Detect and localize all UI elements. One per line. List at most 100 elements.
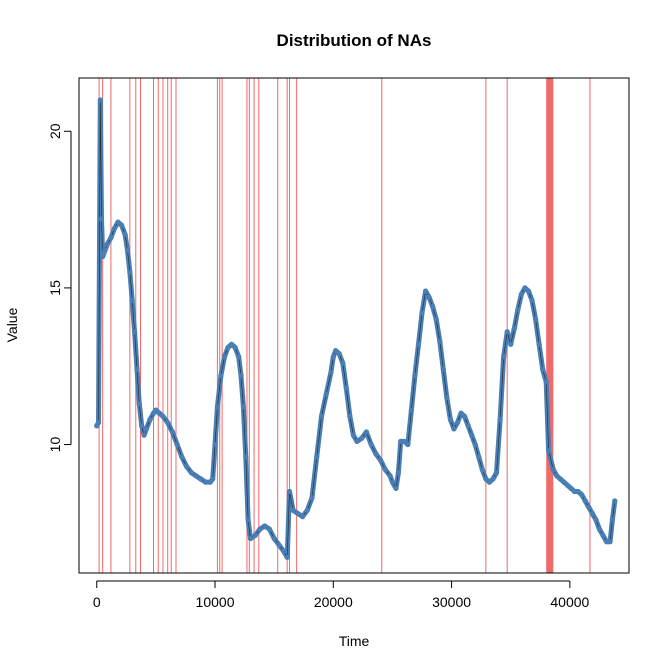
data-point (593, 517, 599, 523)
y-axis: 10 15 20 (47, 123, 72, 453)
x-tick-label: 20000 (314, 594, 353, 610)
data-point (127, 269, 133, 275)
data-point (236, 354, 242, 360)
data-point (347, 413, 353, 419)
data-point (589, 510, 595, 517)
data-point (561, 479, 567, 485)
data-point (440, 366, 446, 372)
data-point (536, 341, 542, 347)
data-point (600, 532, 606, 539)
data-point (129, 297, 135, 304)
data-point (286, 488, 293, 495)
data-point (579, 492, 585, 498)
data-point (98, 216, 105, 222)
data-point (314, 454, 320, 460)
data-point (281, 548, 287, 554)
data-point (336, 351, 342, 357)
x-tick-label: 10000 (196, 594, 235, 610)
data-point (108, 235, 114, 241)
y-axis-label: Value (4, 307, 20, 342)
data-point (609, 517, 616, 523)
data-point (454, 420, 461, 426)
data-point (252, 532, 258, 539)
data-point (212, 441, 218, 448)
data-point (529, 297, 535, 304)
data-point (238, 373, 244, 379)
data-point (243, 454, 249, 460)
data-point (218, 373, 224, 379)
data-point (221, 354, 228, 360)
data-point (479, 467, 485, 473)
chart-title: Distribution of NAs (277, 31, 432, 50)
data-point (575, 488, 581, 495)
data-point (554, 473, 560, 479)
data-point (393, 485, 399, 492)
x-tick-label: 40000 (550, 594, 589, 610)
data-point (389, 479, 396, 485)
data-point (419, 310, 425, 316)
data-point (156, 410, 163, 416)
data-point (188, 470, 194, 476)
data-point (515, 307, 521, 313)
data-point (165, 420, 171, 426)
data-point (532, 316, 539, 322)
data-point (136, 401, 142, 407)
data-point (309, 495, 315, 501)
data-point (202, 479, 209, 485)
x-tick-label: 30000 (432, 594, 471, 610)
data-point (518, 291, 524, 297)
data-point (350, 432, 357, 438)
y-tick-label: 10 (47, 437, 63, 453)
data-point (240, 404, 247, 410)
data-point (430, 304, 436, 310)
data-point (412, 373, 418, 379)
data-point (147, 416, 153, 423)
data-point (160, 413, 166, 419)
data-point (472, 441, 478, 448)
data-point (134, 366, 140, 372)
data-point (568, 485, 574, 492)
data-point (104, 241, 110, 247)
y-tick-label: 20 (47, 123, 63, 139)
data-point (401, 438, 407, 445)
data-point (354, 438, 360, 445)
x-axis-label: Time (339, 633, 370, 649)
data-point (143, 426, 150, 432)
data-point (169, 429, 176, 435)
data-point (198, 476, 204, 482)
data-point (447, 416, 453, 423)
data-point (504, 329, 510, 335)
x-axis: 0 10000 20000 30000 40000 (93, 580, 590, 610)
data-point (493, 470, 500, 476)
data-point (382, 467, 388, 473)
data-point (437, 338, 443, 344)
data-point (271, 535, 277, 542)
data-point (543, 379, 549, 385)
data-point (387, 473, 393, 479)
data-point (295, 510, 301, 517)
data-point (262, 523, 268, 529)
data-point (564, 482, 571, 488)
data-point (225, 344, 231, 351)
data-point (408, 407, 414, 413)
data-point (451, 426, 457, 432)
data-point (193, 473, 199, 479)
y-tick-label: 15 (47, 280, 63, 296)
data-point (118, 222, 125, 228)
data-point (426, 294, 432, 300)
data-point (469, 432, 475, 438)
data-point (153, 407, 159, 413)
data-point (586, 504, 592, 510)
data-point (405, 441, 411, 448)
data-point (363, 429, 370, 435)
data-point (461, 413, 468, 419)
data-point (550, 467, 556, 473)
data-point (511, 326, 517, 332)
data-point (328, 369, 334, 376)
data-point (266, 526, 273, 532)
data-point (596, 526, 603, 532)
data-point (290, 507, 296, 513)
data-point (95, 420, 102, 426)
data-point (476, 454, 482, 460)
